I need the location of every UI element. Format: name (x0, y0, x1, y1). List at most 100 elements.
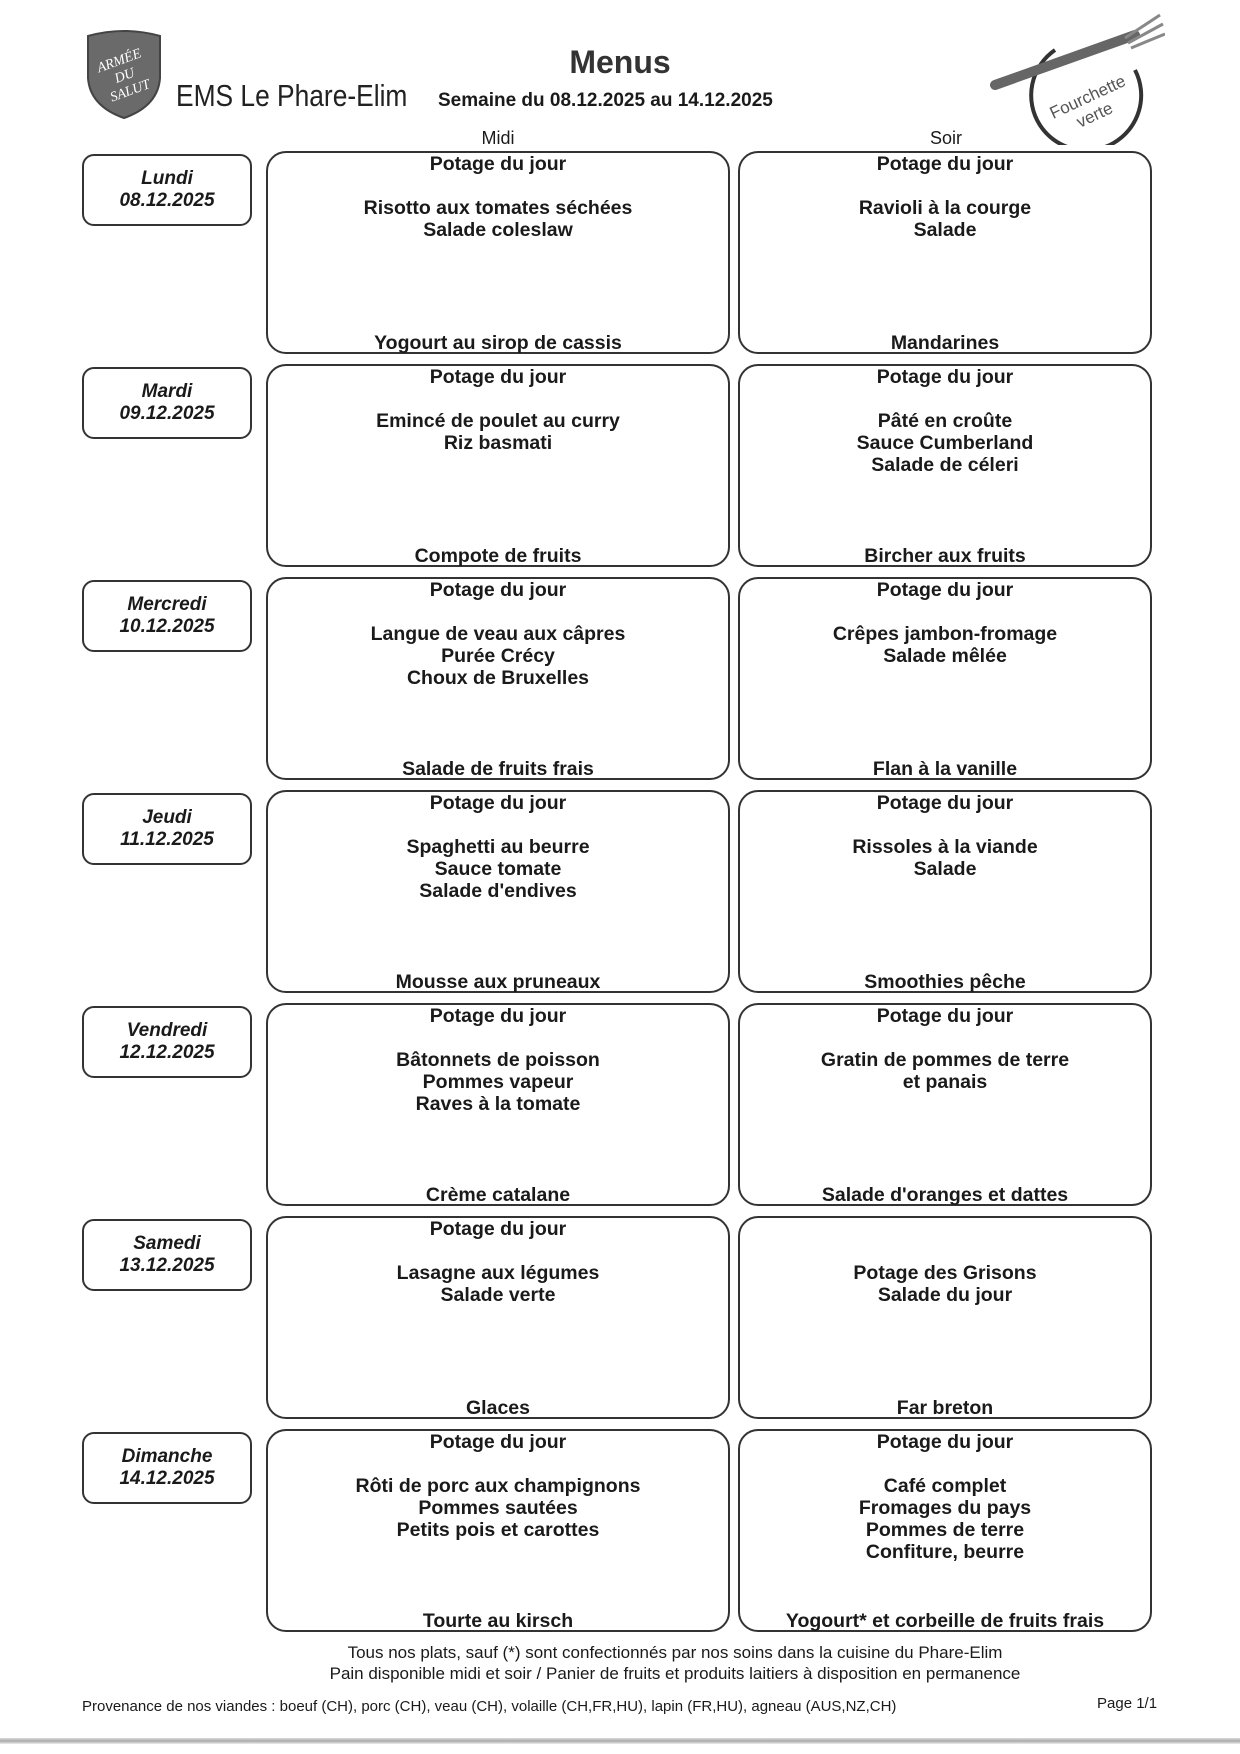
day-date: 11.12.2025 (120, 829, 214, 850)
meal-box-midi: Potage du jour Bâtonnets de poisson Pommes… (266, 1003, 730, 1206)
dish: Pommes vapeur (422, 1071, 574, 1093)
meal-box-soir: Potage du jour Ravioli à la courge Salade M… (738, 151, 1152, 354)
meal-box-midi: Potage du jour Langue de veau aux câpres P… (266, 577, 730, 780)
day-label: Mercredi 10.12.2025 (82, 580, 252, 652)
dish: Riz basmati (443, 432, 553, 454)
dessert: Tourte au kirsch (422, 1610, 574, 1632)
dish: Salade coleslaw (423, 219, 573, 241)
main-course: Rissoles à la viande Salade (740, 836, 1150, 880)
day-date: 12.12.2025 (119, 1042, 215, 1063)
meal-box-midi: Potage du jour Risotto aux tomates séchée… (266, 151, 730, 354)
main-course: Ravioli à la courge Salade (740, 197, 1150, 241)
day-name: Lundi (141, 168, 193, 189)
day-label: Mardi 09.12.2025 (82, 367, 252, 439)
soup: Potage du jour (429, 153, 567, 175)
main-course: Pâté en croûte Sauce Cumberland Salade de … (740, 410, 1150, 476)
footer-note-bread: Pain disponible midi et soir / Panier de… (329, 1664, 1021, 1683)
dish: Salade de céleri (871, 454, 1019, 476)
dish: Rissoles à la viande (852, 836, 1038, 858)
day-label: Jeudi 11.12.2025 (82, 793, 252, 865)
main-course: Spaghetti au beurre Sauce tomate Salade d'… (268, 836, 728, 902)
dessert: Mousse aux pruneaux (395, 971, 601, 993)
soup: Potage du jour (429, 1431, 567, 1453)
dessert: Salade de fruits frais (402, 758, 594, 780)
dish: Salade (913, 858, 977, 880)
dessert: Smoothies pêche (864, 971, 1026, 993)
dessert: Mandarines (890, 332, 1000, 354)
soup: Potage du jour (876, 366, 1014, 388)
dish: Pâté en croûte (877, 410, 1013, 432)
dish: et panais (902, 1071, 988, 1093)
main-course: Rôti de porc aux champignons Pommes sauté… (268, 1475, 728, 1541)
meal-box-soir: Potage des Grisons Salade du jour Far bret… (738, 1216, 1152, 1419)
day-name: Vendredi (126, 1020, 208, 1041)
page-number: Page 1/1 (1097, 1695, 1158, 1712)
day-date: 14.12.2025 (119, 1468, 215, 1489)
day-label: Lundi 08.12.2025 (82, 154, 252, 226)
dish: Salade verte (440, 1284, 556, 1306)
soup: Potage du jour (876, 1005, 1014, 1027)
main-course: Bâtonnets de poisson Pommes vapeur Raves à… (268, 1049, 728, 1115)
soup: Potage du jour (429, 366, 567, 388)
dessert: Bircher aux fruits (864, 545, 1026, 567)
dish: Spaghetti au beurre (406, 836, 590, 858)
day-label: Vendredi 12.12.2025 (82, 1006, 252, 1078)
dish: Risotto aux tomates séchées (363, 197, 633, 219)
dish: Fromages du pays (858, 1497, 1032, 1519)
dish: Sauce Cumberland (856, 432, 1034, 454)
dish: Purée Crécy (441, 645, 555, 667)
meal-box-soir: Potage du jour Rissoles à la viande Salade… (738, 790, 1152, 993)
day-name: Jeudi (142, 807, 192, 828)
meal-box-midi: Potage du jour Rôti de porc aux champigno… (266, 1429, 730, 1632)
dish: Langue de veau aux câpres (370, 623, 626, 645)
dish: Emincé de poulet au curry (376, 410, 620, 432)
day-date: 09.12.2025 (119, 403, 215, 424)
day-name: Mercredi (127, 594, 207, 615)
day-name: Dimanche (121, 1446, 213, 1467)
meal-box-soir: Potage du jour Café complet Fromages du pa… (738, 1429, 1152, 1632)
page-title: Menus (569, 44, 671, 80)
dish: Crêpes jambon-fromage (832, 623, 1058, 645)
dish: Raves à la tomate (415, 1093, 581, 1115)
dish: Salade (913, 219, 977, 241)
day-date: 10.12.2025 (119, 616, 215, 637)
soup: Potage du jour (429, 1218, 567, 1240)
day-date: 13.12.2025 (119, 1255, 215, 1276)
meal-box-soir: Potage du jour Crêpes jambon-fromage Salad… (738, 577, 1152, 780)
column-header-soir: Soir (929, 128, 962, 148)
main-course: Gratin de pommes de terre et panais (740, 1049, 1150, 1093)
dish: Ravioli à la courge (858, 197, 1032, 219)
dish: Bâtonnets de poisson (396, 1049, 600, 1071)
dish: Lasagne aux légumes (396, 1262, 600, 1284)
dish: Sauce tomate (434, 858, 562, 880)
dish: Petits pois et carottes (396, 1519, 600, 1541)
dish: Rôti de porc aux champignons (355, 1475, 641, 1497)
meal-box-midi: Potage du jour Spaghetti au beurre Sauce t… (266, 790, 730, 993)
dessert: Salade d'oranges et dattes (821, 1184, 1069, 1206)
main-course: Langue de veau aux câpres Purée Crécy Chou… (268, 623, 728, 689)
main-course: Potage des Grisons Salade du jour (740, 1262, 1150, 1306)
soup: Potage du jour (429, 579, 567, 601)
fourchette-verte-logo: Fourchette verte (990, 13, 1165, 145)
armee-du-salut-logo: ARMÉE DU SALUT (87, 30, 161, 120)
soup: Potage du jour (876, 1431, 1014, 1453)
meal-box-soir: Potage du jour Pâté en croûte Sauce Cumber… (738, 364, 1152, 567)
dessert: Crème catalane (425, 1184, 571, 1206)
scan-edge (0, 1738, 1240, 1744)
dish: Pommes de terre (865, 1519, 1025, 1541)
dish: Confiture, beurre (865, 1541, 1025, 1563)
main-course: Risotto aux tomates séchées Salade colesl… (268, 197, 728, 241)
main-course: Lasagne aux légumes Salade verte (268, 1262, 728, 1306)
soup: Potage du jour (876, 153, 1014, 175)
day-name: Samedi (133, 1233, 201, 1254)
column-header-midi: Midi (481, 128, 515, 148)
main-course: Café complet Fromages du pays Pommes de te… (740, 1475, 1150, 1563)
dish: Choux de Bruxelles (406, 667, 590, 689)
main-course: Crêpes jambon-fromage Salade mêlée (740, 623, 1150, 667)
meal-box-midi: Potage du jour Emincé de poulet au curry R… (266, 364, 730, 567)
soup: Potage du jour (876, 792, 1014, 814)
day-date: 08.12.2025 (119, 190, 215, 211)
footer-note-homemade: Tous nos plats, sauf (*) sont confection… (347, 1643, 1003, 1662)
meal-box-midi: Potage du jour Lasagne aux légumes Salade … (266, 1216, 730, 1419)
dessert: Yogourt* et corbeille de fruits frais (785, 1610, 1105, 1632)
